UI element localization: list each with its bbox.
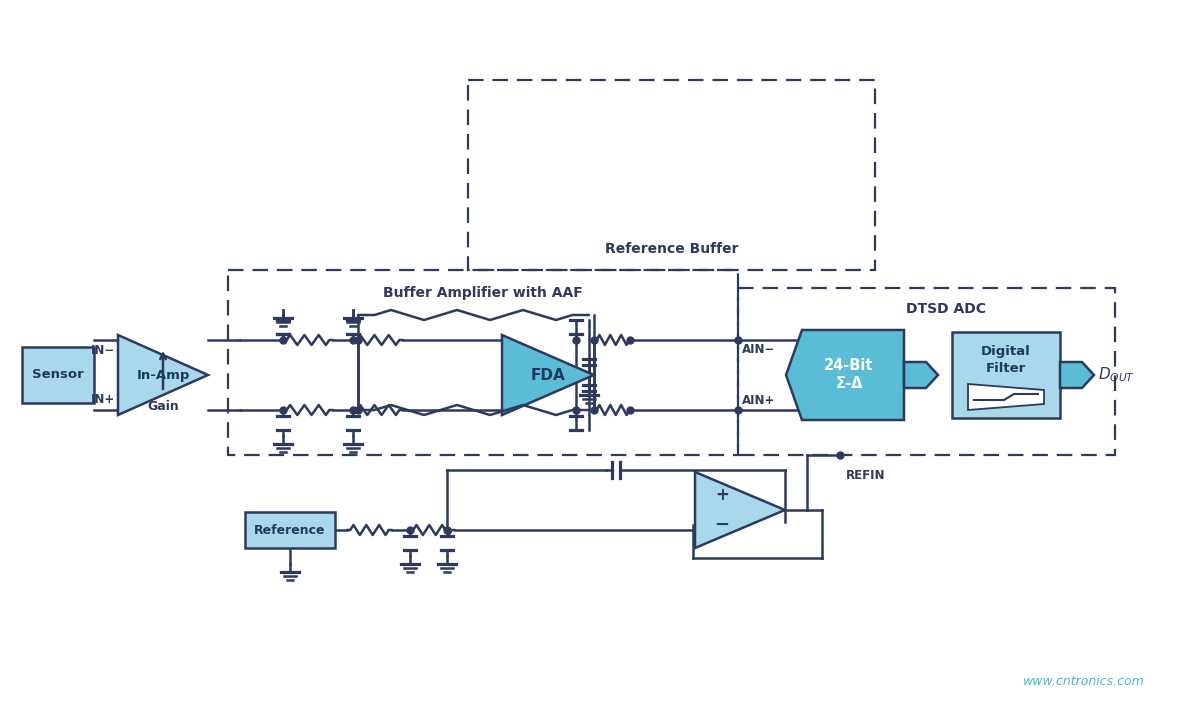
FancyBboxPatch shape [245, 512, 335, 548]
Text: AIN−: AIN− [742, 343, 776, 356]
Polygon shape [695, 472, 785, 548]
Polygon shape [118, 335, 208, 415]
Text: IN+: IN+ [91, 393, 115, 406]
Text: +: + [715, 486, 729, 504]
FancyBboxPatch shape [22, 347, 94, 403]
Text: Reference Buffer: Reference Buffer [605, 242, 739, 256]
Text: Reference: Reference [255, 524, 326, 536]
Text: REFIN: REFIN [846, 469, 885, 482]
Text: Sensor: Sensor [32, 369, 84, 381]
Polygon shape [968, 384, 1044, 410]
Text: FDA: FDA [531, 367, 565, 383]
Polygon shape [903, 362, 938, 388]
Polygon shape [502, 335, 594, 415]
Text: $D_{OUT}$: $D_{OUT}$ [1098, 366, 1135, 384]
Text: Buffer Amplifier with AAF: Buffer Amplifier with AAF [384, 286, 583, 300]
Polygon shape [1060, 362, 1093, 388]
Text: AIN+: AIN+ [742, 394, 776, 407]
Text: Gain: Gain [147, 400, 179, 413]
Text: www.cntronics.com: www.cntronics.com [1023, 675, 1145, 688]
FancyBboxPatch shape [952, 332, 1060, 418]
Text: Σ-Δ: Σ-Δ [835, 376, 863, 391]
Text: DTSD ADC: DTSD ADC [907, 302, 987, 316]
Polygon shape [786, 330, 903, 420]
Text: IN−: IN− [91, 344, 115, 357]
Text: In-Amp: In-Amp [136, 369, 190, 381]
Text: Digital: Digital [981, 346, 1031, 358]
Text: Filter: Filter [986, 362, 1027, 374]
Text: −: − [715, 516, 730, 534]
Text: 24-Bit: 24-Bit [825, 358, 874, 374]
